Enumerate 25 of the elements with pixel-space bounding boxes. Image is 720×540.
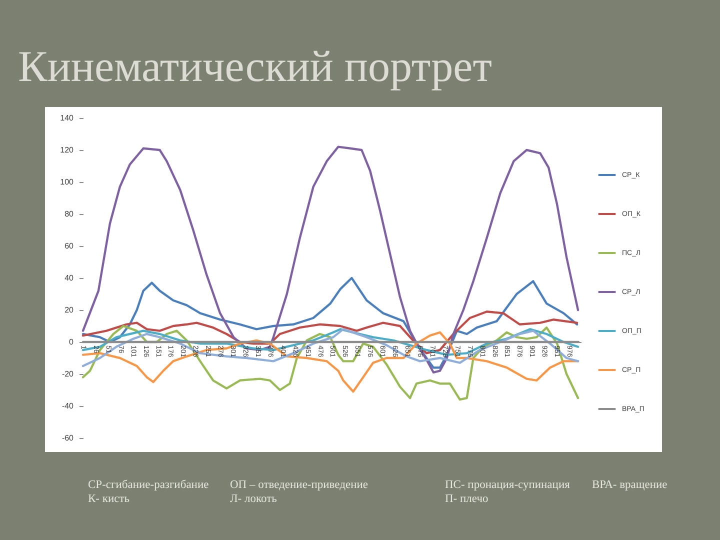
y-tick-label: -60 (62, 434, 74, 442)
y-tick-label: 20 (64, 306, 74, 314)
text: Л- локоть (230, 493, 277, 505)
line-series (82, 328, 580, 368)
y-tick-label: -20 (62, 370, 74, 378)
line-series (82, 324, 580, 401)
y-tick-label: 60 (64, 242, 74, 250)
y-tick-label: 100 (60, 178, 74, 186)
y-tick-label: 120 (60, 146, 74, 154)
y-tick-label: -40 (62, 402, 74, 410)
y-tick-label: 80 (64, 210, 74, 218)
line-series (82, 331, 580, 393)
text: П- плечо (445, 493, 489, 505)
text: ПС- пронация-супинация (445, 479, 571, 491)
y-tick-label: 140 (60, 114, 74, 122)
text: К- кисть (88, 493, 130, 505)
line-series (82, 328, 580, 356)
chart-title: Кинематический портрет (18, 42, 492, 91)
line-series (82, 146, 580, 374)
text: СР-сгибание-разгибание (88, 479, 209, 491)
text: ВРА- вращение (592, 479, 668, 491)
y-tick-label: 40 (64, 274, 74, 282)
text: ОП – отведение-приведение (230, 479, 368, 491)
line-series (82, 276, 578, 369)
y-tick-label: 0 (69, 338, 74, 346)
